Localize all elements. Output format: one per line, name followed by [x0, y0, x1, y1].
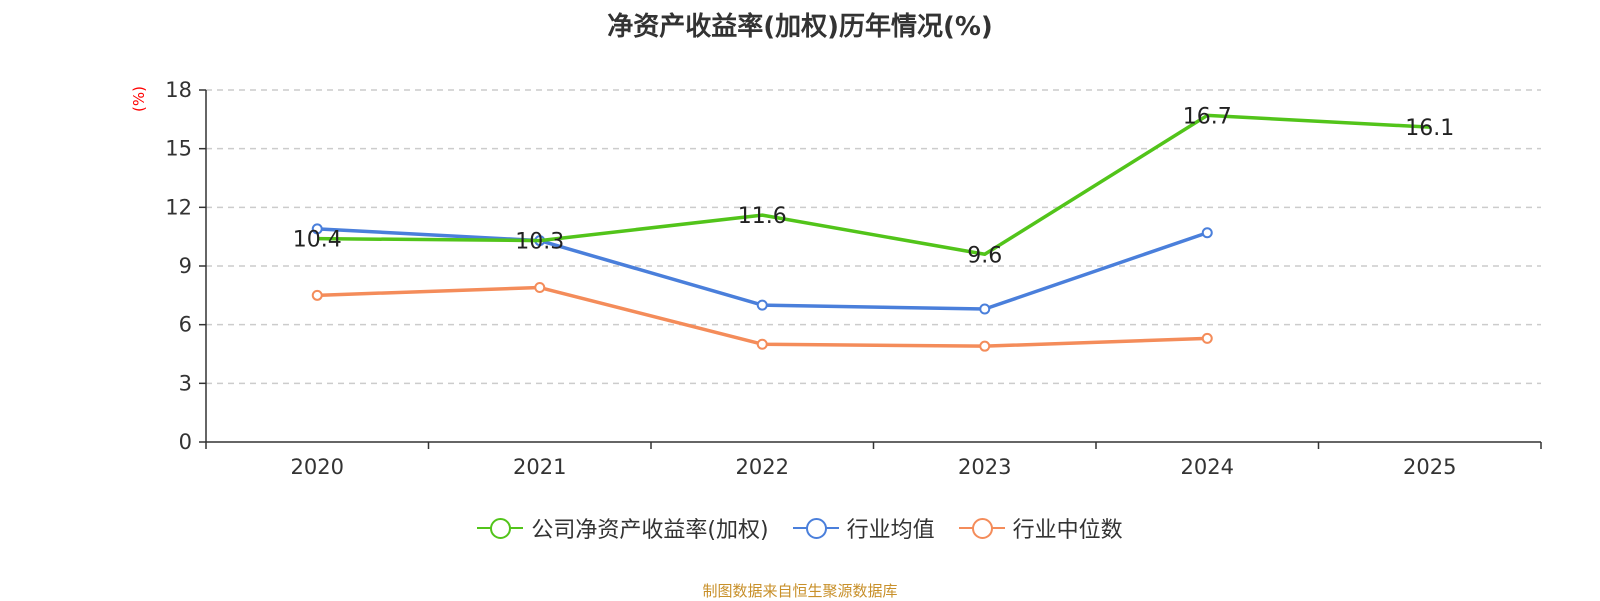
data-point	[534, 282, 546, 294]
x-tick-label: 2022	[736, 455, 789, 479]
data-label: 11.6	[738, 204, 787, 229]
data-label: 10.4	[293, 228, 342, 253]
x-tick-label: 2021	[513, 455, 566, 479]
data-point	[756, 338, 768, 350]
y-tick-label: 3	[179, 371, 192, 395]
data-point	[1201, 227, 1213, 239]
legend: 公司净资产收益率(加权) 行业均值 行业中位数	[0, 512, 1600, 544]
data-label: 10.3	[515, 230, 564, 255]
y-tick-label: 9	[179, 254, 192, 278]
data-label: 16.1	[1405, 116, 1454, 141]
legend-marker-industry-median	[958, 517, 1005, 539]
y-tick-label: 18	[165, 78, 192, 102]
legend-item-company[interactable]: 公司净资产收益率(加权)	[477, 512, 769, 544]
legend-marker-company	[477, 517, 524, 539]
series-line	[317, 285, 1208, 348]
data-point	[756, 299, 768, 311]
data-point	[1201, 332, 1213, 344]
data-point	[311, 289, 323, 301]
legend-label-industry-mean: 行业均值	[846, 518, 935, 543]
data-point	[979, 340, 991, 352]
legend-label-company: 公司净资产收益率(加权)	[531, 518, 769, 543]
data-point	[979, 303, 991, 315]
data-source-note: 制图数据来自恒生聚源数据库	[702, 582, 898, 600]
y-tick-label: 12	[165, 195, 192, 219]
x-tick-label: 2020	[291, 455, 344, 479]
x-tick-label: 2024	[1181, 455, 1234, 479]
series-line	[317, 113, 1430, 257]
y-tick-label: 0	[179, 430, 192, 454]
legend-label-industry-median: 行业中位数	[1012, 518, 1123, 543]
data-label: 9.6	[967, 243, 1002, 268]
data-point	[311, 223, 323, 235]
chart-title: 净资产收益率(加权)历年情况(%)	[607, 12, 993, 42]
legend-item-industry-median[interactable]: 行业中位数	[958, 512, 1123, 544]
legend-marker-industry-mean	[792, 517, 839, 539]
x-tick-label: 2025	[1403, 455, 1456, 479]
data-label: 16.7	[1183, 104, 1232, 129]
legend-item-industry-mean[interactable]: 行业均值	[792, 512, 935, 544]
y-tick-label: 6	[179, 313, 192, 337]
line-chart: 0 3 6 9 12 15 18 2020 2021 2022 2023 2024 2025 10.4 1…	[165, 78, 1542, 479]
y-tick-label: 15	[165, 137, 192, 161]
x-tick-label: 2023	[958, 455, 1011, 479]
